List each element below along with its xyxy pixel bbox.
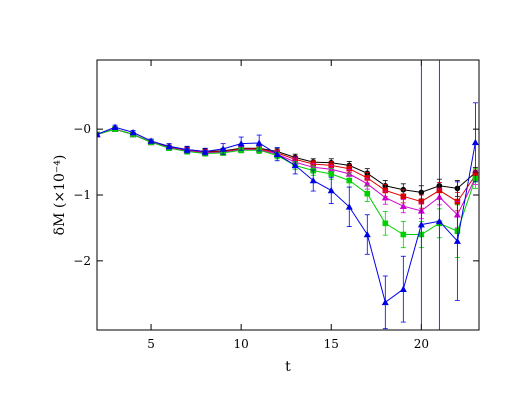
data-point xyxy=(363,180,371,187)
data-point xyxy=(345,203,353,210)
series-1 xyxy=(97,126,479,200)
x-axis-label: t xyxy=(285,359,291,375)
data-point xyxy=(219,145,227,152)
data-point xyxy=(364,190,371,197)
data-point xyxy=(453,237,461,244)
data-point xyxy=(327,186,335,194)
data-point xyxy=(364,175,371,181)
data-point xyxy=(382,187,389,194)
data-point xyxy=(400,193,407,200)
x-tick-label: 15 xyxy=(324,337,339,351)
data-point xyxy=(111,123,119,130)
data-point xyxy=(471,138,479,146)
data-point xyxy=(97,130,101,138)
data-point xyxy=(201,148,209,155)
data-point xyxy=(165,142,173,150)
data-point xyxy=(382,220,389,227)
data-point xyxy=(129,128,137,136)
data-point xyxy=(309,177,317,184)
data-point xyxy=(183,146,191,153)
x-tick-label: 20 xyxy=(414,337,429,351)
data-point xyxy=(399,202,407,209)
data-point xyxy=(381,194,389,201)
y-tick-label: −0 xyxy=(73,122,91,136)
data-point xyxy=(435,217,443,225)
data-point xyxy=(346,177,353,184)
series-5 xyxy=(97,60,479,330)
y-tick-label: −2 xyxy=(73,254,91,268)
data-point xyxy=(291,161,299,169)
data-point xyxy=(346,165,353,172)
data-point xyxy=(363,231,371,238)
data-point xyxy=(417,221,425,228)
series-line xyxy=(97,126,476,304)
x-tick-label: 10 xyxy=(234,337,249,351)
data-point xyxy=(255,139,263,146)
data-point xyxy=(400,231,407,238)
x-tick-label: 5 xyxy=(147,337,155,351)
data-point xyxy=(237,140,245,147)
data-point xyxy=(273,150,281,157)
series-layer xyxy=(97,60,479,330)
data-point xyxy=(147,137,155,144)
data-point xyxy=(381,298,389,306)
y-tick-label: −1 xyxy=(73,188,91,202)
y-axis-label: δM (×10⁻⁴) xyxy=(52,155,68,236)
data-point xyxy=(328,171,335,177)
data-point xyxy=(399,285,407,292)
series-line xyxy=(97,128,476,235)
axis-ticks: 5 10 15 20 −0 −1 −2 xyxy=(73,60,479,351)
